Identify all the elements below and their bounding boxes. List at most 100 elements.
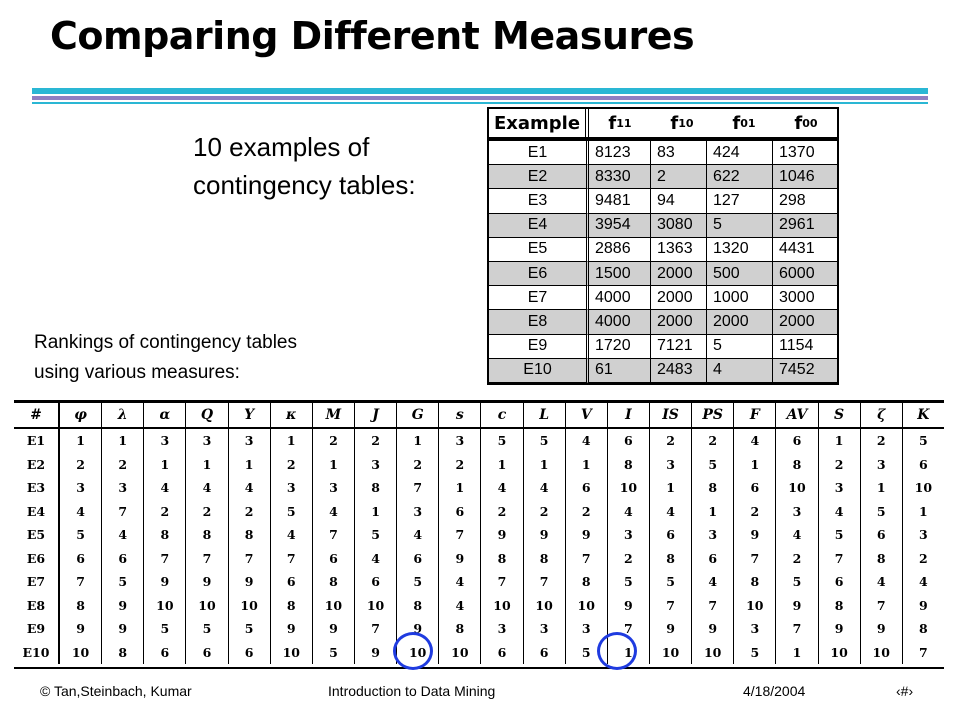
- ranking-value-cell: 3: [524, 617, 566, 641]
- ranking-value-cell: 8: [439, 617, 482, 641]
- ranking-value-cell: 5: [861, 499, 903, 523]
- ranking-value-cell: 9: [776, 593, 819, 617]
- header-f01: f 01: [732, 112, 756, 134]
- ranking-value-cell: 9: [271, 617, 313, 641]
- ranking-value-cell: 2: [355, 429, 398, 453]
- ranking-value-cell: 3: [861, 452, 903, 476]
- ranking-value-cell: 7: [819, 546, 861, 570]
- ranking-header-cell: G: [397, 403, 440, 427]
- ranking-value-cell: 8: [144, 523, 187, 547]
- contingency-value-cell: 127: [707, 189, 773, 214]
- ranking-value-cell: 1: [144, 452, 187, 476]
- ranking-value-cell: 1: [919, 503, 928, 519]
- ranking-value-cell: 9: [397, 617, 440, 641]
- ranking-value-cell: 9: [439, 546, 482, 570]
- ranking-header-cell: V: [566, 403, 608, 427]
- ranking-value-cell: 9: [692, 617, 735, 641]
- contingency-value-cell: 94: [651, 189, 707, 214]
- ranking-value-cell: 7: [229, 546, 271, 570]
- ranking-value-cell: 1: [650, 476, 693, 500]
- ranking-value-cell: 5: [524, 429, 566, 453]
- ranking-value-cell: 2: [144, 499, 187, 523]
- ranking-value-cell: 8: [819, 593, 861, 617]
- ranking-value-cell: 3: [819, 476, 861, 500]
- ranking-value-cell: 10: [313, 593, 355, 617]
- ranking-value-cell: 10: [776, 476, 819, 500]
- contingency-row: E9 1720 7121 5 1154: [489, 334, 837, 359]
- ranking-value-cell: 6: [919, 456, 928, 472]
- ranking-value-cell: 4: [271, 523, 313, 547]
- ranking-label-line-2: using various measures:: [34, 362, 240, 383]
- ranking-value-cell: 10: [608, 476, 650, 500]
- ranking-value-cell: 3: [650, 452, 693, 476]
- ranking-value-cell: 10: [524, 593, 566, 617]
- ranking-header-cell: κ: [271, 403, 313, 427]
- contingency-example-cell: E9: [489, 334, 589, 359]
- ranking-value-cell: 9: [861, 617, 903, 641]
- ranking-value-cell: 8: [229, 523, 271, 547]
- ranking-value-cell: 3: [692, 523, 735, 547]
- contingency-value-cell: 61: [589, 358, 651, 383]
- ranking-value-cell: 5: [481, 429, 524, 453]
- ranking-row: E4 4 7 2 2 2 5 4 1 3 6 2 2 2 4 4 1 2 3 4 5 1: [14, 499, 944, 523]
- ranking-row: E6 6 6 7 7 7 7 6 4 6 9 8 8 7 2 8 6 7 2 7 8 2: [14, 546, 944, 570]
- ranking-value-cell: 10: [734, 593, 777, 617]
- ranking-value-cell: 6: [355, 570, 398, 594]
- title-underline-bar-thin: [32, 102, 928, 104]
- ranking-value-cell: 4: [397, 523, 440, 547]
- ranking-value-cell: 2: [481, 499, 524, 523]
- ranking-value-cell: 2: [186, 499, 229, 523]
- contingency-value-cell: 4: [707, 358, 773, 383]
- ranking-value-cell: 9: [481, 523, 524, 547]
- ranking-value-cell: 6: [861, 523, 903, 547]
- ranking-value-cell: 1: [102, 429, 145, 453]
- ranking-value-cell: 10: [566, 593, 608, 617]
- ranking-header-cell: K: [917, 407, 930, 423]
- intro-text: 10 examples of contingency tables:: [193, 128, 416, 204]
- ranking-value-cell: 4: [919, 574, 928, 590]
- ranking-value-cell: 3: [102, 476, 145, 500]
- ranking-value-cell: 8: [608, 452, 650, 476]
- contingency-value-cell: 2886: [589, 237, 651, 262]
- ranking-value-cell: 4: [861, 570, 903, 594]
- contingency-value-cell: 500: [707, 261, 773, 287]
- ranking-header-cell: IS: [650, 403, 693, 427]
- ranking-value-cell: 6: [186, 640, 229, 664]
- ranking-value-cell: 3: [734, 617, 777, 641]
- ranking-value-cell: 4: [481, 476, 524, 500]
- ranking-example-cell: E8: [14, 593, 60, 617]
- ranking-value-cell: 8: [271, 593, 313, 617]
- ranking-value-cell: 1: [60, 429, 103, 453]
- contingency-value-cell: 5: [707, 334, 773, 359]
- contingency-value-cell: 622: [707, 165, 773, 190]
- ranking-value-cell: 8: [776, 452, 819, 476]
- ranking-value-cell: 5: [271, 499, 313, 523]
- ranking-row: E10 10 8 6 6 6 10 5 9 10 10 6 6 5 1 10 10 5 1 10 10 7: [14, 640, 944, 664]
- contingency-example-cell: E10: [489, 358, 589, 383]
- footer-copyright: © Tan,Steinbach, Kumar: [40, 683, 192, 699]
- contingency-value-cell: 2000: [773, 310, 837, 335]
- ranking-example-cell: E10: [14, 640, 60, 664]
- ranking-value-cell: 7: [102, 499, 145, 523]
- contingency-value-cell: 7121: [651, 334, 707, 359]
- contingency-value-cell: 83: [651, 141, 707, 166]
- ranking-value-cell: 3: [776, 499, 819, 523]
- ranking-value-cell: 1: [271, 429, 313, 453]
- ranking-value-cell: 7: [566, 546, 608, 570]
- ranking-value-cell: 7: [861, 593, 903, 617]
- ranking-value-cell: 7: [144, 546, 187, 570]
- ranking-row: E2 2 2 1 1 1 2 1 3 2 2 1 1 1 8 3 5 1 8 2 3 6: [14, 452, 944, 476]
- ranking-value-cell: 4: [608, 499, 650, 523]
- ranking-row: E1 1 1 3 3 3 1 2 2 1 3 5 5 4 6 2 2 4 6 1 2 5: [14, 429, 944, 453]
- ranking-value-cell: 4: [102, 523, 145, 547]
- ranking-value-cell: 8: [524, 546, 566, 570]
- ranking-value-cell: 1: [481, 452, 524, 476]
- contingency-value-cell: 1154: [773, 335, 837, 359]
- ranking-value-cell: 5: [608, 570, 650, 594]
- ranking-value-cell: 4: [439, 570, 482, 594]
- ranking-value-cell: 5: [102, 570, 145, 594]
- ranking-value-cell: 3: [271, 476, 313, 500]
- ranking-header-cell: I: [608, 403, 650, 427]
- ranking-value-cell: 1: [439, 476, 482, 500]
- ranking-row: E9 9 9 5 5 5 9 9 7 9 8 3 3 3 7 9 9 3 7 9 9 8: [14, 617, 944, 641]
